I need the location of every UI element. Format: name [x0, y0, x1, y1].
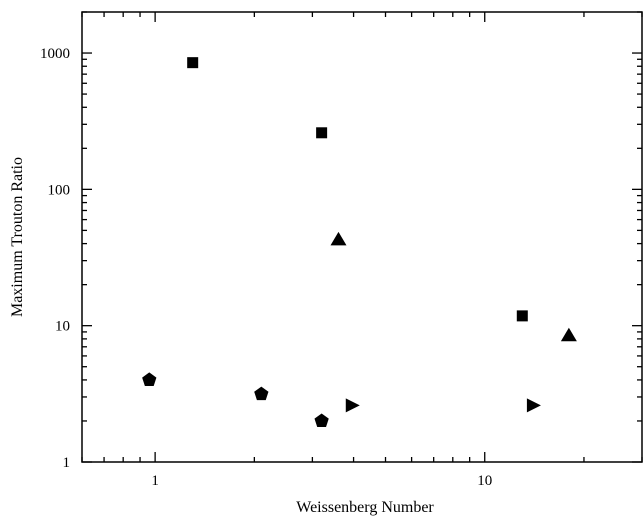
x-axis-title: Weissenberg Number	[296, 499, 434, 516]
pentagon-point	[314, 413, 329, 428]
y-tick-label: 10	[55, 319, 70, 335]
data-points	[142, 57, 577, 428]
pentagon-point	[254, 386, 269, 401]
y-tick-label: 1000	[40, 46, 70, 62]
plot-frame	[81, 11, 643, 463]
y-axis-title: Maximum Trouton Ratio	[9, 157, 26, 317]
pentagon-point	[142, 372, 157, 386]
square-point	[187, 57, 199, 69]
tick-labels: 1 10 1 10 100 1000	[40, 46, 492, 489]
triangle-right-point	[526, 398, 541, 413]
y-tick-label: 1	[63, 455, 71, 471]
y-tick-label: 100	[48, 182, 71, 198]
x-tick-label: 1	[151, 473, 159, 489]
x-tick-label: 10	[477, 473, 492, 489]
triangle-up-point	[330, 231, 347, 246]
triangle-right-point	[345, 398, 360, 413]
square-point	[516, 310, 528, 322]
square-point	[316, 127, 328, 139]
triangle-up-point	[560, 327, 577, 342]
axis-ticks	[81, 11, 643, 463]
